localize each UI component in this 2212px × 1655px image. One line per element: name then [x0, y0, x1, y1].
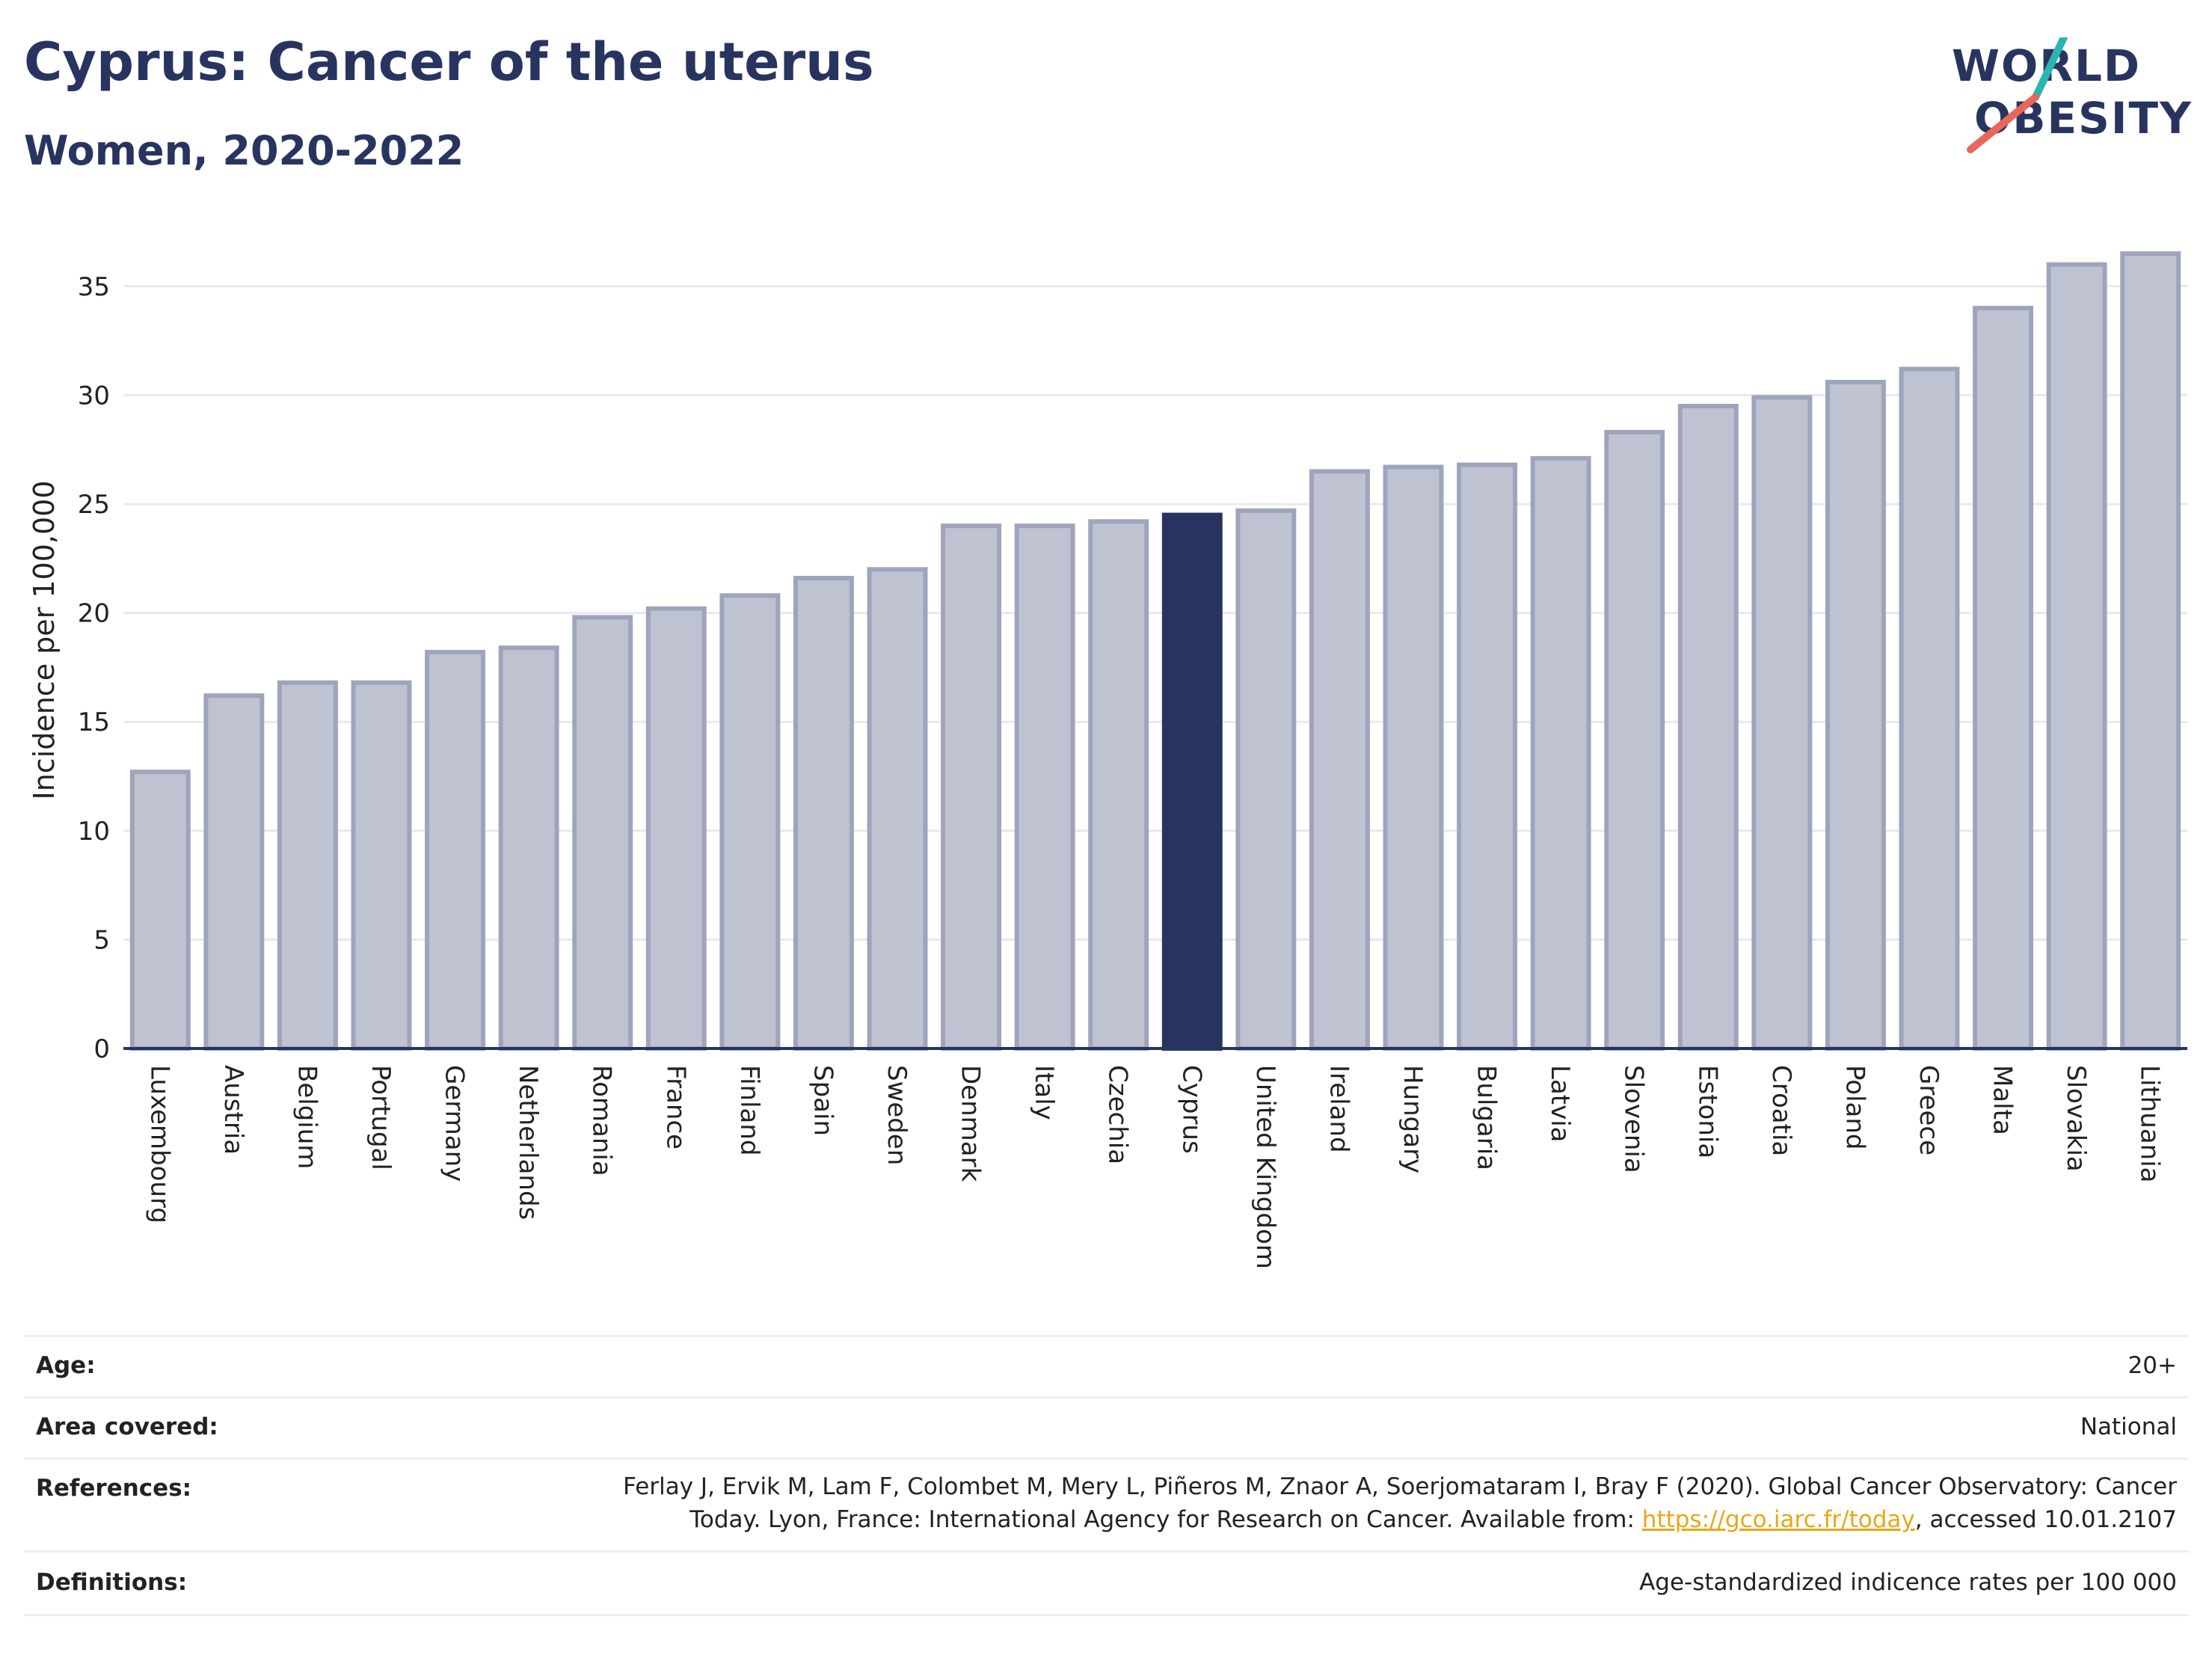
bar-czechia — [1088, 519, 1149, 1051]
x-tick-label: Czechia — [1103, 1065, 1133, 1164]
x-tick-label: Denmark — [956, 1065, 986, 1182]
x-tick-label: Austria — [218, 1065, 248, 1155]
references-label: References: — [36, 1475, 192, 1502]
area-value: National — [2080, 1413, 2177, 1440]
x-tick-label: France — [660, 1065, 690, 1149]
bar-slovenia — [1604, 429, 1665, 1051]
x-tick-label: Croatia — [1766, 1065, 1796, 1156]
bar-sweden — [867, 567, 928, 1051]
meta-row-definitions: Definitions: Age-standardized indicence … — [24, 1550, 2189, 1616]
x-tick-label: Greece — [1914, 1065, 1944, 1155]
age-label: Age: — [36, 1352, 96, 1379]
x-tick-label: Italy — [1029, 1065, 1059, 1120]
bar-greece — [1899, 366, 1960, 1051]
references-link[interactable]: https://gco.iarc.fr/today — [1641, 1506, 1915, 1533]
bar-luxembourg — [129, 770, 191, 1051]
bar-germany — [425, 650, 486, 1051]
x-tick-label: Ireland — [1324, 1065, 1354, 1153]
world-obesity-logo: WORLD OBESITY — [1952, 37, 2191, 153]
x-tick-label: Luxembourg — [144, 1065, 174, 1223]
bar-netherlands — [498, 645, 559, 1051]
meta-row-age: Age: 20+ — [24, 1335, 2189, 1398]
x-tick-label: Spain — [808, 1065, 838, 1136]
bar-united-kingdom — [1235, 508, 1297, 1051]
bar-chart: 0 5 10 15 20 25 30 35 Incidence per 100,000 Luxem… — [28, 251, 2187, 1269]
bar-austria — [203, 693, 265, 1051]
bar-denmark — [941, 523, 1002, 1051]
x-tick-label: Sweden — [882, 1065, 912, 1165]
references-line2: Today. Lyon, France: International Agenc… — [623, 1503, 2177, 1536]
references-value: Ferlay J, Ervik M, Lam F, Colombet M, Me… — [623, 1470, 2177, 1536]
bar-croatia — [1751, 395, 1813, 1051]
bar-portugal — [351, 680, 412, 1051]
x-tick-label: Slovenia — [1619, 1065, 1649, 1173]
bar-france — [645, 606, 707, 1051]
references-line1: Ferlay J, Ervik M, Lam F, Colombet M, Me… — [623, 1473, 2177, 1500]
area-label: Area covered: — [36, 1413, 218, 1440]
y-tick-label: 35 — [78, 272, 110, 302]
bar-belgium — [277, 680, 338, 1051]
x-tick-label: Latvia — [1545, 1065, 1575, 1143]
bar-cyprus — [1161, 512, 1223, 1051]
y-tick-label: 10 — [78, 817, 110, 847]
bar-slovakia — [2046, 262, 2107, 1051]
bar-italy — [1014, 523, 1075, 1051]
x-tick-label: Slovakia — [2061, 1065, 2091, 1172]
definitions-label: Definitions: — [36, 1569, 188, 1596]
metadata-table: Age: 20+ Area covered: National Referenc… — [24, 1335, 2189, 1619]
bar-hungary — [1383, 464, 1444, 1051]
x-tick-label: Estonia — [1692, 1065, 1722, 1158]
y-tick-label: 15 — [78, 707, 110, 737]
x-tick-label: United Kingdom — [1250, 1065, 1280, 1269]
y-tick-label: 20 — [78, 599, 110, 629]
bar-poland — [1825, 379, 1886, 1051]
x-tick-label: Poland — [1840, 1065, 1870, 1150]
meta-row-area: Area covered: National — [24, 1396, 2189, 1460]
y-tick-label: 30 — [78, 381, 110, 411]
bar-bulgaria — [1457, 462, 1518, 1051]
x-tick-label: Portugal — [366, 1065, 396, 1170]
y-axis-label: Incidence per 100,000 — [28, 480, 61, 799]
x-tick-label: Netherlands — [513, 1065, 543, 1220]
bar-malta — [1973, 305, 2034, 1051]
y-tick-label: 25 — [78, 490, 110, 520]
page-title: Cyprus: Cancer of the uterus — [24, 31, 874, 93]
x-tick-label: Germany — [440, 1065, 470, 1182]
x-tick-label: Lithuania — [2135, 1065, 2165, 1182]
x-tick-label: Bulgaria — [1472, 1065, 1502, 1170]
x-tick-label: Finland — [734, 1065, 764, 1156]
bar-finland — [719, 593, 781, 1051]
bar-lithuania — [2120, 251, 2181, 1051]
meta-row-references: References: Ferlay J, Ervik M, Lam F, Co… — [24, 1458, 2189, 1553]
bar-ireland — [1309, 469, 1370, 1051]
references-line2-pre: Today. Lyon, France: International Agenc… — [689, 1506, 1642, 1533]
bar-spain — [793, 576, 854, 1051]
bar-romania — [572, 615, 633, 1051]
page-subtitle: Women, 2020-2022 — [24, 127, 464, 174]
bar-latvia — [1530, 455, 1591, 1051]
references-line2-post: , accessed 10.01.2107 — [1914, 1506, 2177, 1533]
x-tick-label: Romania — [587, 1065, 617, 1176]
x-tick-label: Hungary — [1398, 1065, 1428, 1173]
x-tick-label: Cyprus — [1176, 1065, 1206, 1154]
age-value: 20+ — [2127, 1352, 2177, 1379]
x-tick-label: Malta — [1988, 1065, 2018, 1135]
definitions-value: Age-standardized indicence rates per 100… — [1639, 1569, 2177, 1596]
y-tick-label: 0 — [93, 1034, 110, 1064]
y-tick-label: 5 — [93, 925, 110, 955]
x-tick-label: Belgium — [292, 1065, 322, 1169]
bar-estonia — [1677, 403, 1739, 1051]
